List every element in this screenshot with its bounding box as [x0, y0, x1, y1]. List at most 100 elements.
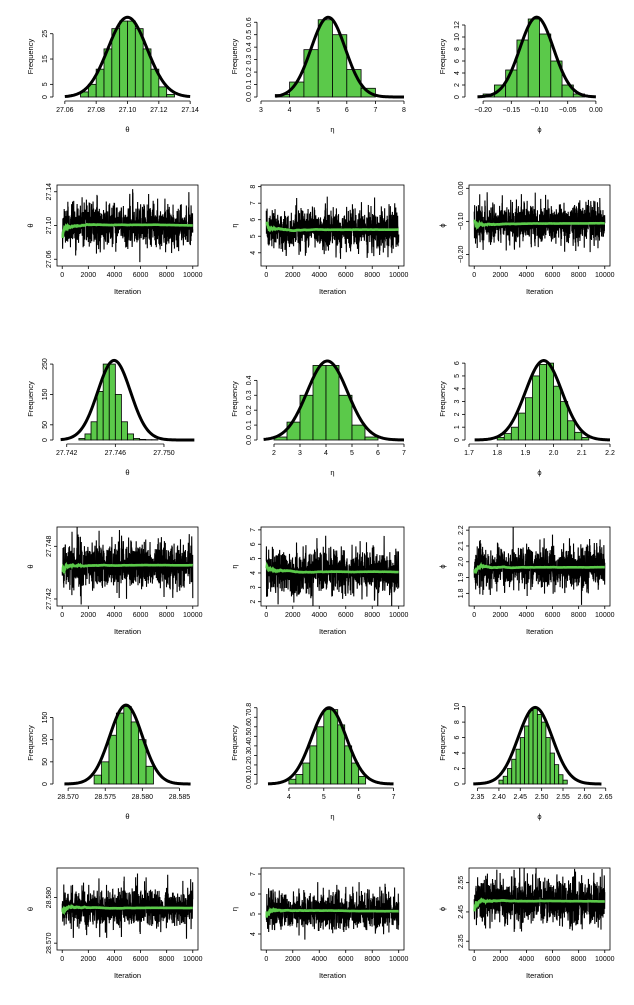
- y-tick-label: 2: [250, 600, 257, 604]
- y-axis-title: Frequency: [438, 39, 447, 75]
- x-axis-title: ϕ: [537, 125, 541, 134]
- y-tick-label: 6: [454, 59, 461, 63]
- y-tick-label: 7: [250, 872, 257, 876]
- y-axis-title: Frequency: [26, 39, 35, 75]
- y-tick-label: 27.14: [46, 183, 53, 201]
- trace-line: [473, 867, 606, 932]
- x-tick-label: 27.746: [105, 450, 127, 457]
- y-tick-label: 0.6: [246, 17, 253, 27]
- x-tick-label: 2000: [81, 956, 97, 963]
- histogram-bar: [498, 779, 504, 785]
- histogram-bar: [84, 433, 92, 441]
- histogram-bar: [581, 437, 590, 441]
- trace-panel-6-1: 0 2000 4000 6000 8000 10000 28.570 28.580 Iterat…: [26, 867, 203, 980]
- histogram-bar: [511, 758, 517, 785]
- histogram-bar: [127, 20, 136, 98]
- x-tick-label: 2.1: [577, 450, 587, 457]
- plot-frame: [260, 526, 405, 607]
- y-tick-label: 27.06: [46, 250, 53, 268]
- running-mean-line: [61, 903, 193, 916]
- y-tick-label: 0: [454, 95, 461, 99]
- y-tick-label: 25: [42, 30, 49, 38]
- y-tick-label: 0.5: [246, 731, 253, 741]
- histogram-panel-5-3: 2.35 2.40 2.45 2.50 2.55 2.60 2.65 0 2 4 6 8 10 ϕ Freq…: [438, 703, 613, 821]
- x-axis-title: Iteration: [114, 627, 141, 636]
- histogram-bar: [515, 748, 521, 785]
- x-tick-label: 8000: [159, 612, 175, 619]
- x-tick-label: 2000: [493, 272, 509, 279]
- running-mean-line: [265, 561, 399, 574]
- x-tick-label: 4000: [107, 956, 123, 963]
- x-tick-label: 4000: [519, 956, 535, 963]
- x-tick-label: 6: [376, 450, 380, 457]
- x-tick-label: 10000: [595, 956, 615, 963]
- histogram-bar: [158, 86, 168, 98]
- x-axis-title: Iteration: [319, 287, 346, 296]
- histogram-bar: [119, 20, 128, 98]
- y-tick-label: 2.55: [458, 876, 465, 890]
- y-tick-label: 4: [250, 932, 257, 936]
- y-tick-label: 0.1: [246, 420, 253, 430]
- x-tick-label: 28.575: [95, 794, 117, 801]
- x-tick-label: 4000: [107, 612, 123, 619]
- plot-frame: [56, 867, 199, 951]
- plot-frame: [468, 526, 611, 607]
- x-tick-label: 27.742: [56, 450, 78, 457]
- x-tick-label: 6: [345, 107, 349, 114]
- y-axis-title: Frequency: [26, 381, 35, 417]
- y-tick-label: 0.0: [246, 435, 253, 445]
- x-tick-label: 0: [472, 612, 476, 619]
- y-tick-label: 2: [454, 766, 461, 770]
- x-axis-title: θ: [125, 125, 129, 134]
- x-tick-label: 10000: [595, 272, 615, 279]
- trace-panel-6-3: 0 2000 4000 6000 8000 10000 2.35 2.45 2.55 Iterat…: [438, 867, 615, 980]
- y-tick-label: 5: [250, 234, 257, 238]
- x-axis-title: Iteration: [114, 971, 141, 980]
- histogram-bar: [532, 375, 540, 441]
- x-tick-label: 8000: [159, 272, 175, 279]
- y-tick-label: 0: [454, 782, 461, 786]
- y-tick-label: 27.748: [46, 536, 53, 558]
- histogram-bar: [90, 421, 98, 441]
- y-tick-label: 8: [250, 185, 257, 189]
- y-tick-label: 4: [454, 751, 461, 755]
- x-tick-label: 6000: [545, 272, 561, 279]
- plot-frame: [260, 867, 405, 951]
- histogram-bar: [546, 362, 554, 441]
- x-tick-label: 6000: [338, 956, 354, 963]
- x-tick-label: 3: [259, 107, 263, 114]
- histogram-bar: [364, 436, 379, 441]
- x-axis-title: η: [330, 812, 334, 821]
- density-curve: [474, 359, 611, 442]
- histogram-bar: [325, 365, 340, 441]
- x-tick-label: 7: [373, 107, 377, 114]
- histogram-bar: [309, 745, 318, 785]
- x-tick-label: 2000: [81, 272, 97, 279]
- x-tick-label: 6: [357, 794, 361, 801]
- y-tick-label: 5: [42, 82, 49, 86]
- histogram-bar: [554, 764, 560, 785]
- histogram-bar: [330, 709, 339, 785]
- x-tick-label: −0.20: [474, 107, 492, 114]
- y-axis-title: Frequency: [230, 381, 239, 417]
- x-axis-title: Iteration: [526, 971, 553, 980]
- y-tick-label: 27.742: [46, 588, 53, 610]
- x-tick-label: 1.7: [464, 450, 474, 457]
- trace-panel-6-2: 0 2000 4000 6000 8000 10000 4 5 6 7 Iteration η: [230, 867, 409, 980]
- histogram-bar: [145, 765, 154, 785]
- x-tick-label: 27.14: [181, 107, 199, 114]
- histogram-bar: [510, 426, 519, 441]
- y-axis-title: θ: [26, 564, 35, 568]
- x-tick-label: 28.585: [169, 794, 191, 801]
- histogram-bar: [519, 737, 525, 785]
- running-mean-line: [61, 222, 193, 239]
- x-tick-label: 28.570: [57, 794, 79, 801]
- x-axis-title: ϕ: [537, 468, 541, 477]
- histogram-bar: [127, 433, 134, 441]
- y-axis-title: ϕ: [438, 907, 447, 911]
- histogram-bar: [567, 420, 576, 441]
- running-mean-line: [473, 219, 605, 231]
- x-tick-label: 2.40: [492, 794, 506, 801]
- x-tick-label: 2.55: [556, 794, 570, 801]
- y-tick-label: 2: [454, 83, 461, 87]
